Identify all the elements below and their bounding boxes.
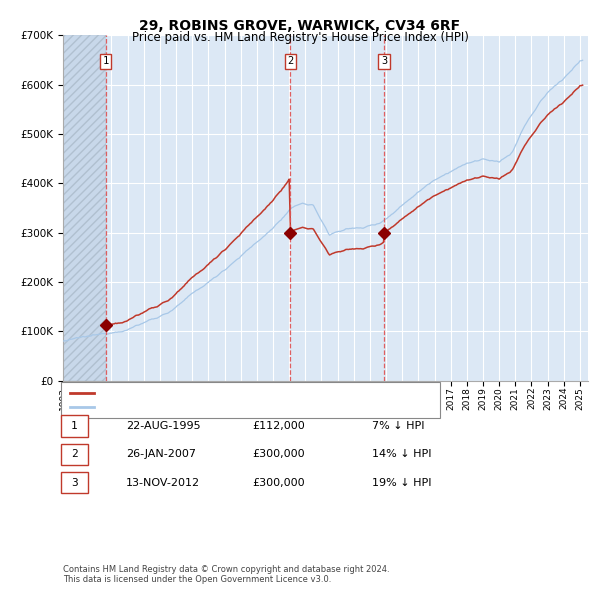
Text: 14% ↓ HPI: 14% ↓ HPI [372,450,431,459]
Text: Contains HM Land Registry data © Crown copyright and database right 2024.
This d: Contains HM Land Registry data © Crown c… [63,565,389,584]
Text: 13-NOV-2012: 13-NOV-2012 [126,478,200,487]
Text: 19% ↓ HPI: 19% ↓ HPI [372,478,431,487]
Text: 3: 3 [71,478,78,487]
Text: 2: 2 [287,56,293,66]
Text: 7% ↓ HPI: 7% ↓ HPI [372,421,425,431]
Text: £300,000: £300,000 [252,450,305,459]
Text: 29, ROBINS GROVE, WARWICK, CV34 6RF (detached house): 29, ROBINS GROVE, WARWICK, CV34 6RF (det… [101,388,398,398]
Text: 3: 3 [381,56,387,66]
Text: £300,000: £300,000 [252,478,305,487]
Bar [63,35,106,381]
Text: Price paid vs. HM Land Registry's House Price Index (HPI): Price paid vs. HM Land Registry's House … [131,31,469,44]
Text: 1: 1 [103,56,109,66]
Text: 29, ROBINS GROVE, WARWICK, CV34 6RF: 29, ROBINS GROVE, WARWICK, CV34 6RF [139,19,461,33]
Text: HPI: Average price, detached house, Warwick: HPI: Average price, detached house, Warw… [101,402,328,412]
Text: 22-AUG-1995: 22-AUG-1995 [126,421,200,431]
Text: 26-JAN-2007: 26-JAN-2007 [126,450,196,459]
Text: £112,000: £112,000 [252,421,305,431]
Text: 2: 2 [71,450,78,459]
Text: 1: 1 [71,421,78,431]
